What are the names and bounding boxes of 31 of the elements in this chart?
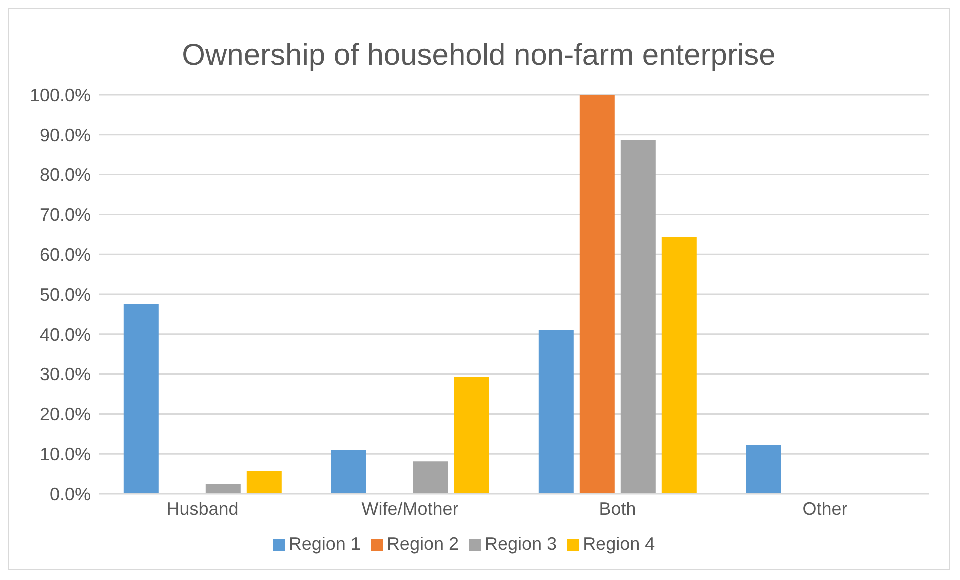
x-tick-label: Other xyxy=(802,498,848,519)
bar xyxy=(331,450,366,494)
bar xyxy=(746,445,782,494)
bar xyxy=(454,377,490,494)
legend-label: Region 1 xyxy=(288,534,361,554)
y-tick-label: 0.0% xyxy=(50,484,91,504)
y-tick-label: 70.0% xyxy=(40,205,91,226)
chart-title: Ownership of household non-farm enterprise xyxy=(181,39,777,74)
y-tick-label: 10.0% xyxy=(40,444,91,464)
bar xyxy=(124,304,159,494)
x-tick-label: Wife/Mother xyxy=(362,498,459,519)
bar xyxy=(662,237,697,494)
bar xyxy=(580,95,615,494)
y-tick-label: 100.0% xyxy=(30,85,91,106)
legend-label: Region 3 xyxy=(485,534,558,554)
y-tick-label: 40.0% xyxy=(40,324,91,345)
x-tick-label: Both xyxy=(599,498,636,519)
y-tick-label: 50.0% xyxy=(40,284,91,305)
y-tick-label: 80.0% xyxy=(40,165,91,186)
y-tick-label: 30.0% xyxy=(40,364,91,385)
legend-label: Region 2 xyxy=(386,534,459,554)
legend-label: Region 4 xyxy=(583,534,656,554)
y-tick-label: 90.0% xyxy=(40,125,91,146)
x-tick-label: Husband xyxy=(166,498,239,519)
bar xyxy=(206,484,241,494)
bar xyxy=(413,462,448,494)
bar xyxy=(538,330,574,494)
bar xyxy=(620,140,656,494)
bar xyxy=(246,471,282,494)
y-tick-label: 60.0% xyxy=(40,244,91,265)
y-tick-label: 20.0% xyxy=(40,404,91,425)
